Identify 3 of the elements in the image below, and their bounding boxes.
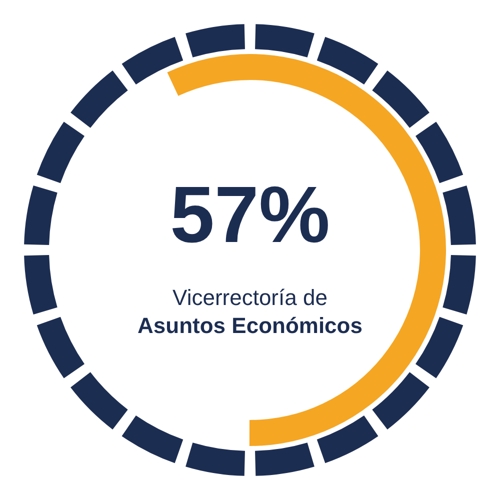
text: Vicerrectoría de <box>172 285 328 310</box>
data-label: 57% <box>170 170 330 259</box>
text: Asuntos Económicos <box>138 313 362 338</box>
